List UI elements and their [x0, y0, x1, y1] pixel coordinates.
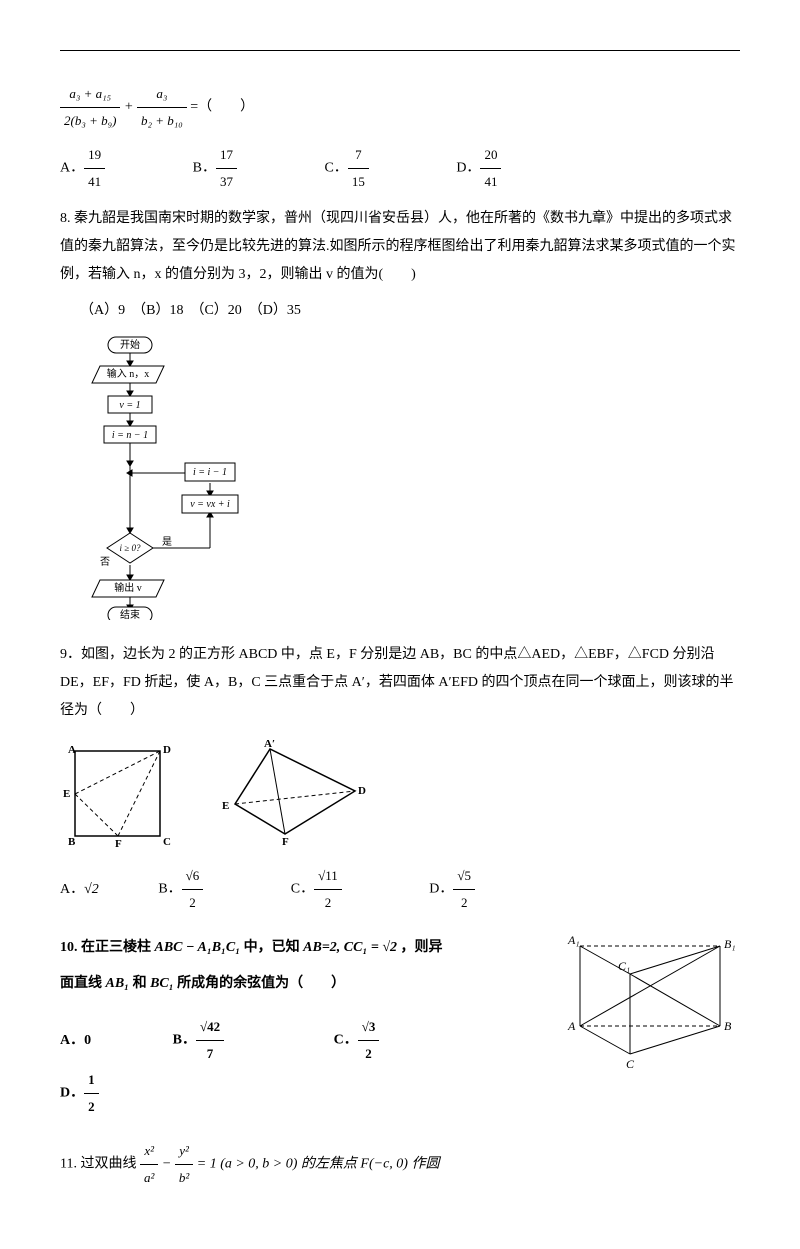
fc-input: 输入 n，x — [107, 367, 150, 380]
fc-yes: 是 — [162, 536, 172, 548]
svg-text:B: B — [724, 1019, 732, 1033]
q10-line2: 面直线 AB₁ 和 BC₁ 所成角的余弦值为（ ） — [60, 970, 560, 998]
q9-square: A D E B F C — [60, 739, 180, 849]
svg-text:F: F — [282, 836, 289, 848]
svg-text:C: C — [626, 1057, 635, 1071]
fc-start: 开始 — [120, 338, 140, 351]
frac1-den: 2(b₃ + b₉) — [60, 108, 120, 134]
fc-s2: i = n − 1 — [112, 430, 148, 441]
svg-text:D: D — [358, 785, 366, 797]
svg-text:B₁: B₁ — [724, 937, 736, 951]
q10-options: A．0 B．√427 C．√32 D．12 — [60, 1014, 560, 1120]
fc-s4: v = vx + i — [190, 499, 230, 510]
svg-text:B: B — [68, 836, 76, 848]
q9-figures: A D E B F C A′ E F D — [60, 739, 740, 849]
q9-options: A．√2 B．√62 C．√112 D．√52 — [60, 863, 740, 916]
fc-s3: i = i − 1 — [193, 467, 227, 478]
flowchart-svg: 开始 输入 n，x v = 1 i = n − 1 i = i − 1 v = … — [90, 335, 280, 620]
q11-text: 11. 过双曲线 x² a² − y² b² = 1 (a > 0, b > 0… — [60, 1138, 740, 1191]
fc-s1: v = 1 — [119, 400, 140, 411]
svg-text:E: E — [63, 788, 70, 800]
fc-end: 结束 — [120, 608, 140, 620]
q10-line1: 10. 在正三棱柱 ABC − A₁B₁C₁ 中，已知 AB=2, CC₁ = … — [60, 934, 560, 962]
svg-text:C: C — [163, 836, 171, 848]
svg-text:C₁: C₁ — [618, 959, 630, 973]
q7-options: A．1941 B．1737 C．715 D．2041 — [60, 142, 740, 195]
frac1-num: a₃ + a₁₅ — [60, 81, 120, 108]
flowchart: 开始 输入 n，x v = 1 i = n − 1 i = i − 1 v = … — [90, 335, 740, 631]
frac2-num: a₃ — [137, 81, 187, 108]
svg-text:F: F — [115, 838, 122, 849]
fc-cond: i ≥ 0? — [120, 543, 141, 553]
page-top-rule — [60, 50, 740, 51]
frac2-den: b₂ + b₁₀ — [137, 108, 187, 134]
fc-output: 输出 v — [114, 581, 142, 594]
q10-prism-figure: A₁ B₁ C₁ A B C — [560, 926, 740, 1076]
q9-tetra: A′ E F D — [220, 739, 370, 849]
svg-text:A₁: A₁ — [567, 933, 580, 947]
svg-text:D: D — [163, 744, 171, 756]
q8-text: 8. 秦九韶是我国南宋时期的数学家，普州（现四川省安岳县）人，他在所著的《数书九… — [60, 205, 740, 289]
q9-text: 9．如图，边长为 2 的正方形 ABCD 中，点 E，F 分别是边 AB，BC … — [60, 641, 740, 725]
formula-tail: =（ ） — [190, 100, 254, 115]
q10-wrap: 10. 在正三棱柱 ABC − A₁B₁C₁ 中，已知 AB=2, CC₁ = … — [60, 926, 740, 1130]
svg-text:A: A — [567, 1019, 576, 1033]
q8-options: （A）9 （B）18 （C）20 （D）35 — [80, 297, 740, 325]
svg-text:E: E — [222, 800, 229, 812]
fc-no: 否 — [100, 556, 110, 568]
svg-text:A′: A′ — [264, 739, 275, 750]
svg-text:A: A — [68, 744, 76, 756]
q7-formula: a₃ + a₁₅ 2(b₃ + b₉) + a₃ b₂ + b₁₀ =（ ） — [60, 81, 740, 134]
